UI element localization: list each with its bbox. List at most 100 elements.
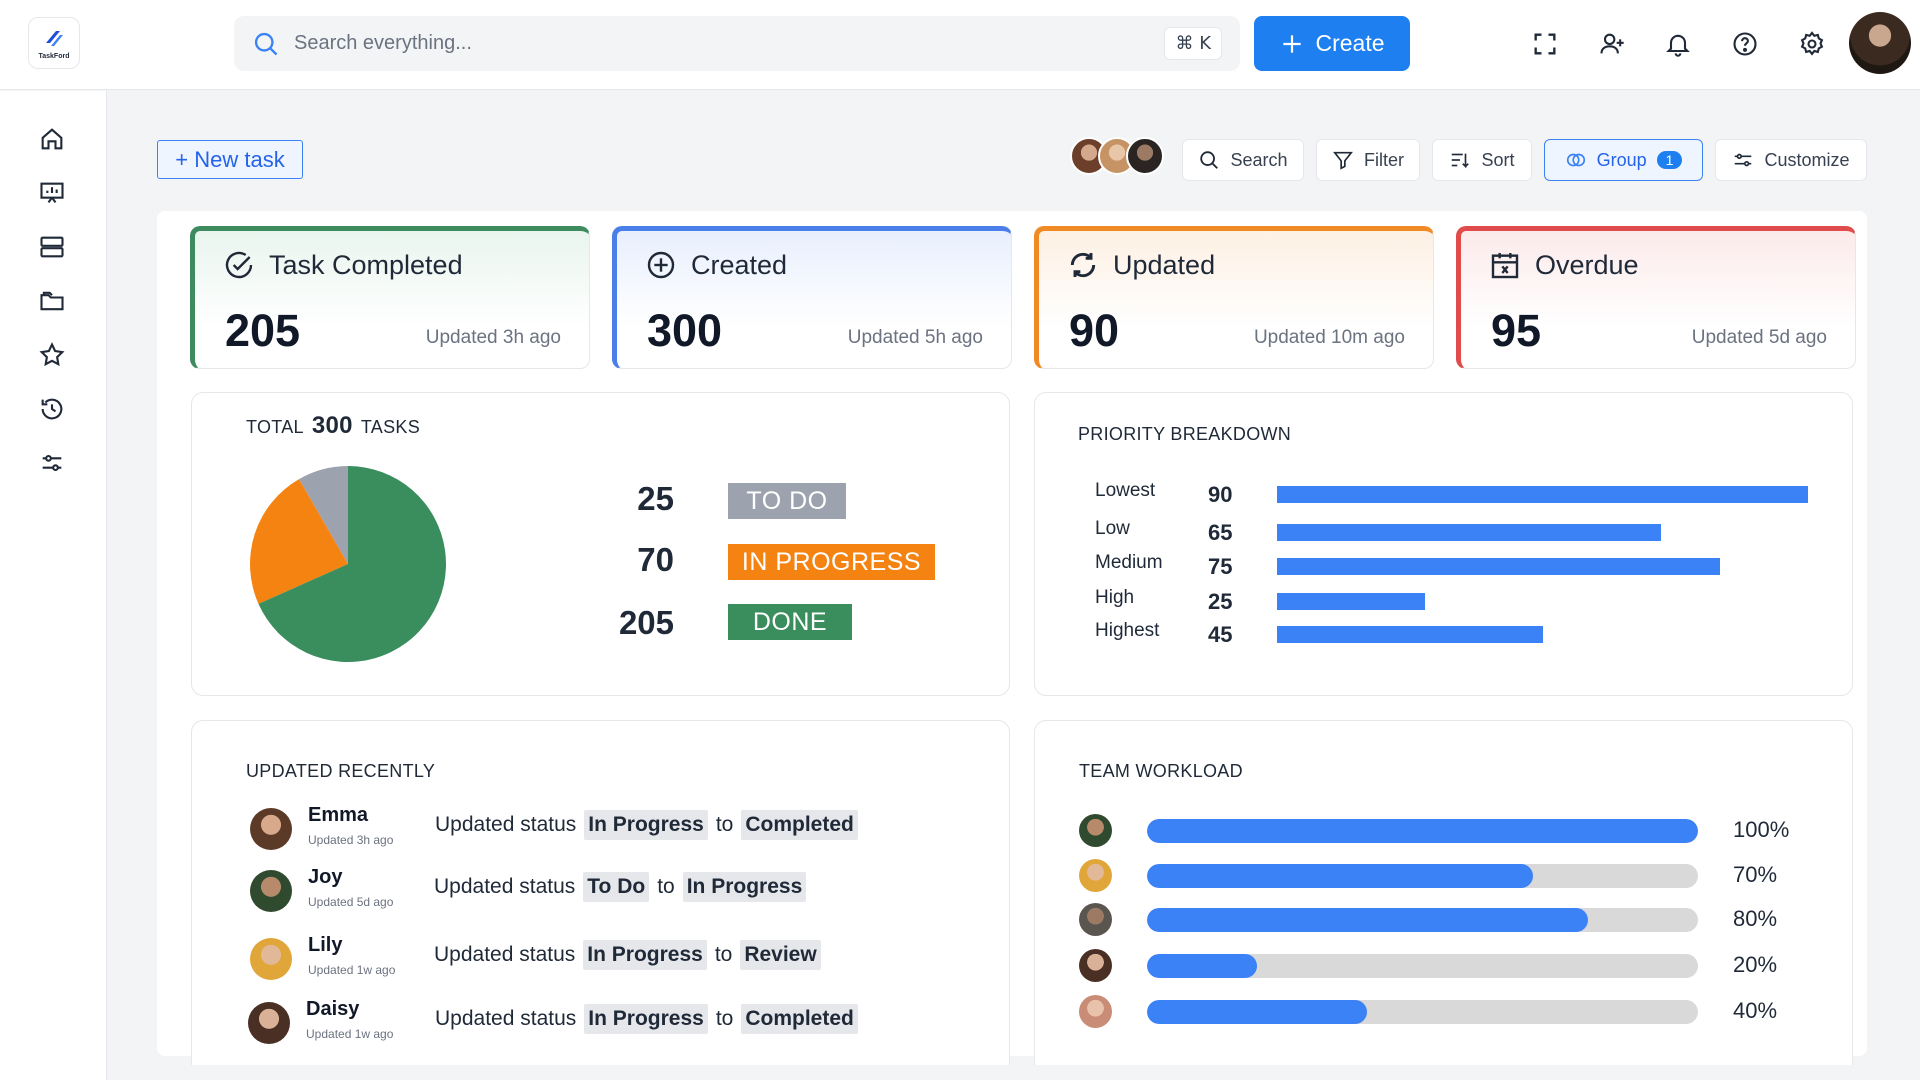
add-user-button[interactable] (1596, 28, 1628, 60)
workload-track (1147, 1000, 1698, 1024)
plus-circle-icon (647, 251, 675, 279)
team-member-avatar[interactable] (1079, 995, 1112, 1028)
global-search[interactable]: ⌘ K (234, 16, 1240, 71)
search-input[interactable] (294, 32, 1165, 55)
status-pie-chart (250, 466, 446, 662)
pie-slice-in-progress (250, 479, 348, 604)
kpi-title: Updated (1113, 249, 1216, 280)
gear-icon (1800, 31, 1824, 56)
check-circle-icon (225, 251, 253, 279)
priority-label: Low (1095, 518, 1130, 539)
search-shortcut-badge: ⌘ K (1164, 27, 1222, 60)
priority-label: Medium (1095, 552, 1163, 573)
folder-icon (40, 291, 64, 311)
activity-text: Updated status (435, 1007, 577, 1030)
sort-button[interactable]: Sort (1432, 139, 1532, 181)
activity-to-word: to (715, 1007, 734, 1030)
member-avatar[interactable] (1126, 137, 1164, 175)
sidebar-item-dashboard[interactable] (36, 177, 68, 209)
workload-track (1147, 864, 1698, 888)
kpi-card-overdue[interactable]: Overdue 95 Updated 5d ago (1456, 226, 1856, 369)
activity-status: Updated status To Do to In Progress (434, 872, 807, 902)
activity-to-word: to (657, 875, 675, 898)
fullscreen-button[interactable] (1529, 28, 1561, 60)
activity-time: Updated 5d ago (308, 895, 394, 909)
team-member-avatar[interactable] (1079, 949, 1112, 982)
new-task-button[interactable]: + New task (157, 140, 303, 179)
team-member-avatar[interactable] (1079, 814, 1112, 847)
status-from-tag: In Progress (584, 810, 708, 840)
kpi-title: Task Completed (269, 249, 463, 280)
history-icon (41, 398, 63, 420)
create-button[interactable]: Create (1254, 16, 1410, 71)
server-icon (40, 236, 64, 258)
activity-text: Updated status (434, 875, 576, 898)
activity-row[interactable]: Joy Updated 5d ago Updated status To Do … (250, 866, 1050, 926)
sidebar-item-preferences[interactable] (36, 447, 68, 479)
workload-percent: 100% (1733, 817, 1790, 842)
customize-button[interactable]: Customize (1715, 139, 1867, 181)
home-icon (41, 128, 63, 150)
sidebar-item-history[interactable] (36, 393, 68, 425)
kpi-value: 95 (1491, 305, 1542, 356)
sort-icon (1452, 153, 1470, 169)
activity-time: Updated 1w ago (308, 963, 396, 977)
sidebar (0, 91, 107, 1080)
status-to-tag: In Progress (682, 872, 807, 902)
add-user-icon (1600, 33, 1624, 54)
avatar (250, 870, 292, 912)
avatar (250, 938, 292, 980)
filter-icon (1333, 151, 1353, 170)
activity-row[interactable]: Daisy Updated 1w ago Updated status In P… (248, 998, 1048, 1058)
notifications-button[interactable] (1662, 28, 1694, 60)
activity-user-name: Lily (308, 934, 343, 956)
priority-value: 45 (1208, 622, 1233, 647)
activity-to-word: to (715, 813, 734, 836)
presentation-chart-icon (40, 182, 64, 203)
in-progress-pill: IN PROGRESS (728, 544, 935, 580)
priority-value: 90 (1208, 482, 1233, 507)
sidebar-item-home[interactable] (36, 123, 68, 155)
total-tasks-prefix: TOTAL (246, 417, 304, 437)
kpi-card-completed[interactable]: Task Completed 205 Updated 3h ago (190, 226, 590, 369)
kpi-card-updated[interactable]: Updated 90 Updated 10m ago (1034, 226, 1434, 369)
team-member-avatar[interactable] (1079, 859, 1112, 892)
logo-text: TaskFord (38, 52, 70, 60)
activity-to-word: to (714, 943, 733, 966)
user-avatar[interactable] (1849, 12, 1911, 74)
plus-icon (1283, 34, 1302, 53)
help-button[interactable] (1729, 28, 1761, 60)
customize-icon (1735, 153, 1752, 167)
priority-breakdown-title: PRIORITY BREAKDOWN (1078, 424, 1292, 444)
status-to-tag: Completed (741, 810, 858, 840)
priority-value: 25 (1208, 589, 1233, 614)
kpi-value: 90 (1069, 305, 1120, 356)
kpi-updated: Updated 5d ago (1691, 327, 1827, 348)
activity-row[interactable]: Emma Updated 3h ago Updated status In Pr… (250, 804, 1050, 864)
search-button[interactable]: Search (1182, 139, 1304, 181)
priority-value: 65 (1208, 520, 1233, 545)
sidebar-item-storage[interactable] (36, 231, 68, 263)
priority-bar (1277, 626, 1543, 643)
activity-text: Updated status (434, 943, 576, 966)
status-to-tag: Completed (741, 1004, 858, 1034)
priority-bar (1277, 486, 1808, 503)
member-avatars[interactable] (1070, 137, 1164, 177)
sidebar-item-favorites[interactable] (36, 339, 68, 371)
activity-user-name: Joy (308, 866, 343, 888)
kpi-card-created[interactable]: Created 300 Updated 5h ago (612, 226, 1012, 369)
activity-user-name: Daisy (306, 998, 360, 1020)
total-tasks-suffix: TASKS (360, 417, 420, 437)
priority-breakdown-card (1034, 392, 1853, 696)
activity-row[interactable]: Lily Updated 1w ago Updated status In Pr… (250, 934, 1050, 994)
kpi-title: Overdue (1535, 249, 1639, 280)
sidebar-item-projects[interactable] (36, 285, 68, 317)
done-count: 205 (618, 604, 674, 641)
group-button[interactable]: Group 1 (1544, 139, 1703, 181)
team-member-avatar[interactable] (1079, 903, 1112, 936)
settings-button[interactable] (1796, 28, 1828, 60)
app-logo[interactable]: TaskFord (28, 17, 80, 69)
status-from-tag: To Do (583, 872, 650, 902)
filter-button[interactable]: Filter (1316, 139, 1420, 181)
workload-fill (1147, 819, 1698, 843)
